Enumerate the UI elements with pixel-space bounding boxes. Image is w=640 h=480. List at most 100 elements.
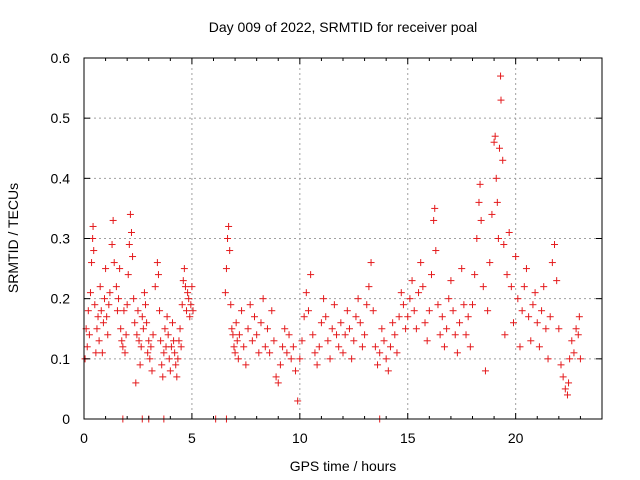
data-point — [497, 72, 505, 80]
data-point — [572, 325, 580, 333]
data-point — [462, 331, 470, 339]
data-point — [117, 325, 125, 333]
x-tick-label: 15 — [400, 430, 416, 446]
data-point — [97, 307, 105, 315]
data-point — [108, 241, 116, 249]
data-point — [257, 319, 265, 327]
data-point — [576, 355, 584, 363]
data-point — [494, 235, 502, 242]
data-point — [389, 319, 397, 327]
data-point — [419, 283, 427, 291]
data-point — [136, 361, 144, 369]
x-tick-label: 20 — [508, 430, 524, 446]
data-point — [538, 307, 546, 315]
data-point — [179, 277, 187, 285]
data-point — [384, 367, 392, 375]
data-point — [96, 283, 104, 291]
data-point — [134, 307, 142, 315]
data-point — [149, 331, 157, 339]
data-point — [565, 379, 573, 387]
data-point — [91, 301, 99, 309]
data-point — [510, 319, 518, 327]
data-point — [95, 337, 103, 345]
data-point — [116, 265, 124, 273]
y-tick-label: 0.6 — [51, 50, 71, 66]
data-point — [453, 349, 461, 357]
data-point — [570, 349, 578, 357]
data-point — [563, 391, 571, 399]
data-point — [101, 295, 109, 303]
data-point — [404, 313, 412, 321]
data-point — [365, 283, 373, 291]
data-point — [140, 289, 148, 297]
data-point — [309, 331, 317, 339]
data-point — [227, 301, 235, 309]
data-point — [320, 295, 328, 303]
data-point — [575, 313, 583, 321]
data-point — [221, 289, 229, 297]
data-point — [406, 295, 414, 303]
data-point — [540, 283, 548, 291]
data-point — [514, 295, 522, 303]
data-point — [475, 198, 483, 206]
data-point — [330, 301, 338, 309]
data-point — [495, 144, 503, 152]
data-point — [266, 349, 274, 357]
data-point — [525, 313, 533, 321]
data-point — [292, 367, 300, 375]
data-point — [185, 295, 193, 303]
axis-ticks — [83, 57, 603, 420]
data-point — [363, 301, 371, 309]
data-point — [568, 337, 576, 345]
data-point — [339, 349, 347, 357]
data-point — [156, 307, 164, 315]
data-point — [234, 355, 242, 363]
data-point — [118, 337, 126, 345]
data-point — [507, 283, 515, 291]
data-point — [175, 337, 183, 345]
data-point — [516, 343, 524, 351]
data-point — [127, 228, 135, 236]
x-axis-label: GPS time / hours — [290, 458, 397, 474]
data-point — [304, 307, 312, 315]
data-point — [98, 349, 106, 357]
data-point — [430, 216, 438, 224]
data-point — [272, 373, 280, 381]
data-point — [103, 313, 111, 321]
data-point — [380, 337, 388, 345]
data-point — [287, 355, 295, 363]
data-point — [274, 379, 282, 387]
data-point — [499, 156, 507, 164]
data-point — [518, 307, 526, 315]
data-point — [533, 319, 541, 327]
data-point — [361, 331, 369, 339]
data-point — [183, 307, 191, 315]
data-point — [371, 343, 379, 351]
data-point — [417, 259, 425, 267]
data-point — [171, 349, 179, 357]
data-point — [456, 319, 464, 327]
data-point — [500, 241, 508, 249]
data-point — [159, 373, 167, 381]
data-point — [276, 361, 284, 369]
data-point — [553, 277, 561, 285]
data-point — [158, 361, 166, 369]
data-point — [395, 313, 403, 321]
data-point — [235, 331, 243, 339]
data-point — [374, 361, 382, 369]
data-point — [352, 313, 360, 321]
y-tick-label: 0.2 — [51, 291, 71, 307]
data-point — [493, 198, 501, 206]
data-point — [486, 259, 494, 267]
data-point — [142, 301, 150, 309]
data-point — [124, 271, 132, 279]
data-point — [544, 355, 552, 363]
data-point — [393, 349, 401, 357]
data-point — [469, 301, 476, 309]
data-point — [335, 343, 343, 351]
data-point — [163, 313, 171, 321]
y-axis-label: SRMTID / TECUs — [5, 183, 21, 293]
data-point — [176, 325, 184, 333]
data-point — [522, 265, 530, 273]
